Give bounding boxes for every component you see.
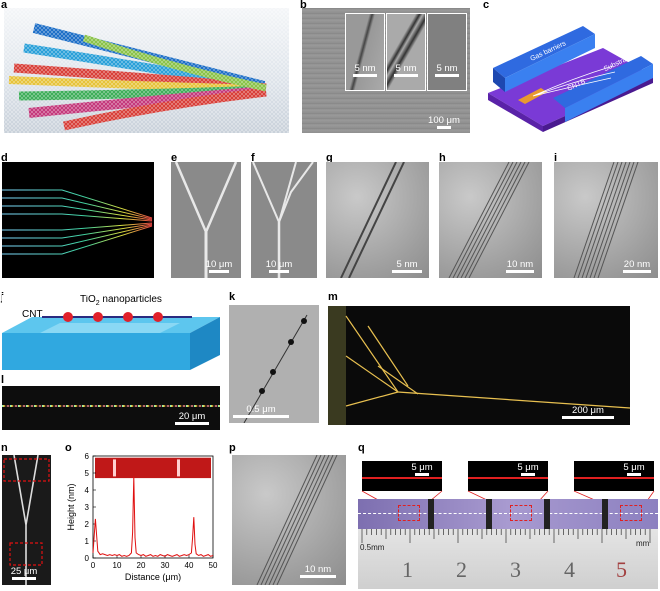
y-tick-label: 5 xyxy=(85,469,90,478)
panel-label-o: o xyxy=(65,442,72,454)
panel-e-sem: 10 μm xyxy=(171,162,241,278)
flow-lines xyxy=(2,189,153,255)
panel-label-n: n xyxy=(1,442,8,454)
panel-label-m: m xyxy=(328,291,338,303)
panel-f-sem: 10 μm xyxy=(251,162,317,278)
panel-n-sem: 25 μm xyxy=(2,455,51,585)
scale-bar-h: 10 nm xyxy=(501,260,539,275)
scale-bar-l: 20 μm xyxy=(172,412,212,427)
y-tick-label: 1 xyxy=(85,537,90,546)
panel-i-tem: 20 nm xyxy=(554,162,658,278)
afm-inset-feature xyxy=(113,459,116,477)
scale-bar-b-inset3: 5 nm xyxy=(432,64,462,79)
ruler-number-1: 1 xyxy=(402,557,413,582)
y-tick-label: 3 xyxy=(85,503,90,512)
scale-bar-q-inset3: 5 μm xyxy=(618,463,650,478)
panel-label-d: d xyxy=(1,152,8,164)
sem-inset-2 xyxy=(386,13,426,91)
q-inset-2 xyxy=(468,461,548,491)
panel-q-ruler: 5 μm 5 μm 5 μm 0.5mm mm 1 2 3 4 5 xyxy=(358,455,658,589)
q-inset-3 xyxy=(574,461,654,491)
panel-label-c: c xyxy=(483,0,490,11)
panel-k-tem: 0.5 μm xyxy=(229,305,319,423)
panel-label-l: l xyxy=(1,374,5,386)
y-tick-label: 4 xyxy=(85,486,90,495)
scale-bar-k: 0.5 μm xyxy=(231,405,291,420)
scale-bar-m: 200 μm xyxy=(558,406,618,421)
ruler: 0.5mm mm 1 2 3 4 5 xyxy=(358,529,658,589)
sem-inset-1 xyxy=(345,13,385,91)
tio2-label: TiO2 nanoparticles xyxy=(80,295,162,307)
panel-label-k: k xyxy=(229,291,236,303)
panel-label-h: h xyxy=(439,152,446,164)
y-tick-label: 0 xyxy=(85,554,90,563)
afm-inset-feature xyxy=(177,459,180,477)
panel-d-simulation xyxy=(2,162,154,278)
ruler-number-4: 4 xyxy=(564,557,575,582)
ruler-left-unit: 0.5mm xyxy=(360,543,385,552)
y-axis-label: Height (nm) xyxy=(66,483,76,530)
x-tick-label: 40 xyxy=(185,561,194,570)
q-inset-1 xyxy=(362,461,442,491)
y-tick-label: 2 xyxy=(85,520,90,529)
panel-label-b: b xyxy=(300,0,307,11)
panel-l-optical: 20 μm xyxy=(2,386,220,430)
x-tick-label: 30 xyxy=(161,561,170,570)
panel-a-cnt-bundle-render xyxy=(4,8,289,133)
panel-label-p: p xyxy=(229,442,236,454)
y-tick-label: 6 xyxy=(85,452,90,461)
ruler-number-2: 2 xyxy=(456,557,467,582)
height-profile-line xyxy=(92,476,214,557)
sem-inset-3 xyxy=(427,13,467,91)
panel-h-tem: 10 nm xyxy=(439,162,542,278)
panel-p-tem: 10 nm xyxy=(232,455,346,585)
panel-o-height-chart: 0 1 2 3 4 5 6 0 10 20 30 40 50 Distance (μm) Height (n… xyxy=(65,450,225,590)
x-tick-label: 0 xyxy=(91,561,96,570)
device-schematic xyxy=(488,26,653,132)
scale-bar-q-inset2: 5 μm xyxy=(512,463,544,478)
panel-b-sem-array: 5 nm 5 nm 5 nm 100 μm xyxy=(302,8,470,133)
cnt-label: CNT xyxy=(22,309,43,320)
scale-bar-n: 25 μm xyxy=(4,567,44,582)
tio2-cnt-schematic xyxy=(2,312,220,370)
x-tick-label: 10 xyxy=(113,561,122,570)
optical-cnt-image xyxy=(328,306,630,425)
panel-label-q: q xyxy=(358,442,365,454)
scale-bar-b-inset1: 5 nm xyxy=(350,64,380,79)
panel-label-a: a xyxy=(1,0,8,11)
panel-j-schematic: TiO2 nanoparticles CNT xyxy=(2,295,220,370)
panel-label-f: f xyxy=(251,152,255,164)
q-strip xyxy=(358,499,658,529)
ruler-number-3: 3 xyxy=(510,557,521,582)
scale-bar-e: 10 μm xyxy=(199,260,239,275)
scale-bar-f: 10 μm xyxy=(259,260,299,275)
cnt-bundle-illustration xyxy=(4,8,289,133)
ruler-right-unit: mm xyxy=(636,539,650,548)
scale-bar-q-inset1: 5 μm xyxy=(406,463,438,478)
panel-c-device-schematic: Gas barriers Substrate CNTB xyxy=(483,8,658,133)
scale-bar-b-inset2: 5 nm xyxy=(391,64,421,79)
scale-bar-i: 20 nm xyxy=(618,260,656,275)
x-axis-label: Distance (μm) xyxy=(125,572,181,582)
panel-m-optical: 200 μm xyxy=(328,306,630,425)
panel-label-i: i xyxy=(554,152,558,164)
panel-label-g: g xyxy=(326,152,333,164)
panel-g-tem: 5 nm xyxy=(326,162,429,278)
height-profile-chart: 0 1 2 3 4 5 6 0 10 20 30 40 50 Distance (μm) Height (n… xyxy=(66,452,218,582)
x-tick-label: 50 xyxy=(209,561,218,570)
afm-inset-image xyxy=(95,457,211,479)
scale-bar-b-main: 100 μm xyxy=(422,116,466,131)
particle-line xyxy=(2,405,220,407)
scale-bar-p: 10 nm xyxy=(296,565,340,580)
ruler-number-5: 5 xyxy=(616,557,627,582)
x-tick-label: 20 xyxy=(137,561,146,570)
panel-label-e: e xyxy=(171,152,178,164)
scale-bar-g: 5 nm xyxy=(388,260,426,275)
